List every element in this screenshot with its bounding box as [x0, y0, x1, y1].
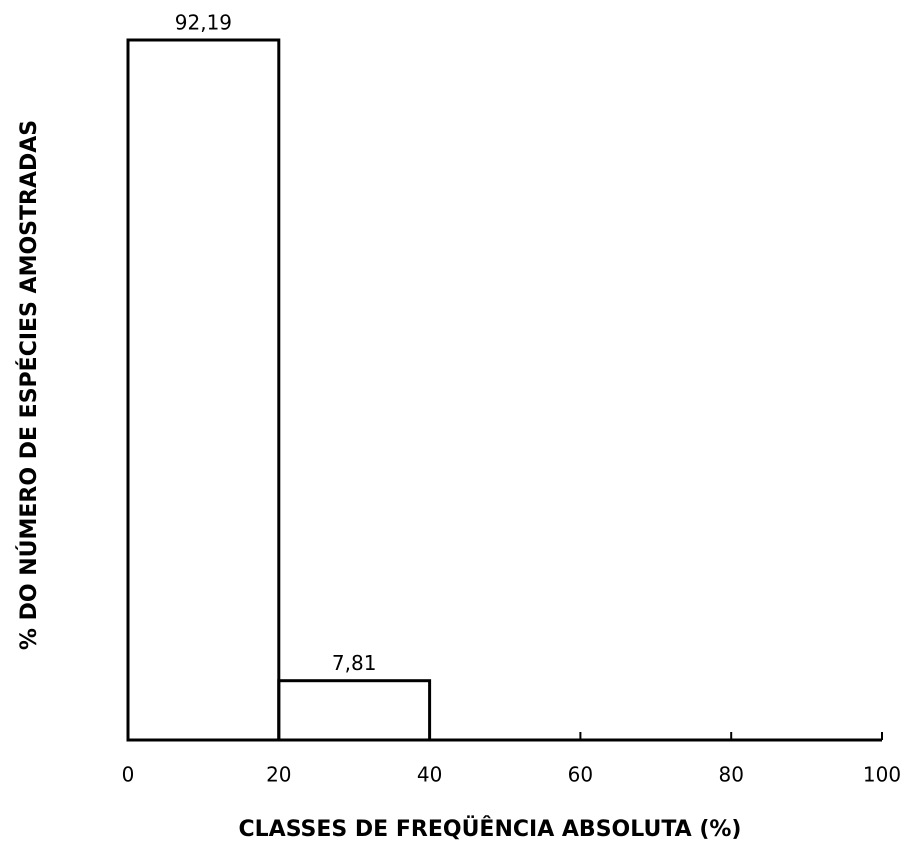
- y-axis-label: % DO NÚMERO DE ESPÉCIES AMOSTRADAS: [16, 120, 42, 650]
- x-axis-label: CLASSES DE FREQÜÊNCIA ABSOLUTA (%): [239, 816, 742, 842]
- value-label: 7,81: [332, 651, 377, 675]
- bar: [277, 679, 432, 742]
- x-tick-label: 80: [718, 763, 743, 787]
- value-label: 92,19: [175, 11, 232, 35]
- x-tick-label: 40: [417, 763, 442, 787]
- x-tick-label: 100: [863, 763, 901, 787]
- x-tick-label: 20: [266, 763, 291, 787]
- x-tick-label: 60: [568, 763, 593, 787]
- bar: [126, 38, 281, 742]
- x-tick-label: 0: [122, 763, 135, 787]
